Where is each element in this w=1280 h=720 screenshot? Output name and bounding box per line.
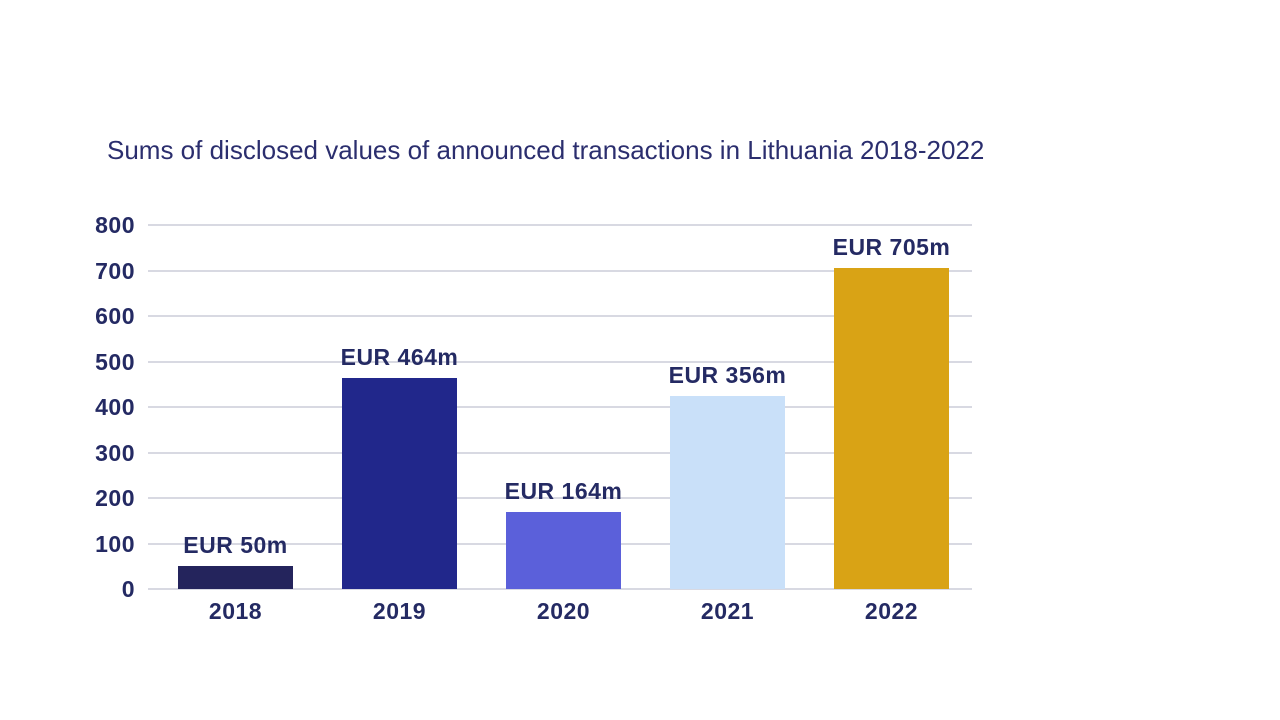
y-axis-tick-label-500: 500 [95,348,135,375]
y-axis-tick-label-800: 800 [95,212,135,238]
bar-value-label-2022: EUR 705m [832,234,951,261]
bar-2019 [342,377,457,589]
bar-value-label-2020: EUR 164m [504,477,623,504]
gridline-300 [148,451,972,454]
chart-title: Sums of disclosed values of announced tr… [107,135,985,165]
gridline-800 [148,224,972,226]
x-axis-tick-label-2018: 2018 [208,598,263,624]
y-axis-tick-label-300: 300 [95,439,135,466]
x-axis-tick-label-2021: 2021 [700,598,755,624]
gridline-600 [148,315,972,317]
bar-value-label-2019: EUR 464m [340,343,459,370]
x-axis-tick-label-2019: 2019 [372,598,427,624]
bar-2018 [178,566,293,589]
x-axis-tick-label-2020: 2020 [536,598,591,624]
y-axis-tick-label-600: 600 [95,303,135,329]
gridline-200 [148,497,972,499]
y-axis-tick-label-200: 200 [95,485,135,511]
gridline-400 [148,406,972,408]
bar-2022 [834,268,949,589]
gridline-700 [148,269,972,272]
y-axis-tick-label-100: 100 [95,530,135,557]
gridline-500 [148,360,972,363]
y-axis-tick-label-400: 400 [95,394,135,420]
y-axis-tick-label-700: 700 [95,257,135,284]
bar-value-label-2018: EUR 50m [183,532,288,559]
bar-2021 [670,396,785,589]
bar-2020 [506,511,621,589]
plot-area: 0 100 200 300 400 500 600 700 800 EUR 50m 2018 EUR … [95,212,972,623]
y-axis-tick-label-0: 0 [121,576,135,602]
gridline-0 [148,588,972,590]
bar-value-label-2021: EUR 356m [668,362,787,389]
x-axis-tick-label-2022: 2022 [864,598,919,624]
